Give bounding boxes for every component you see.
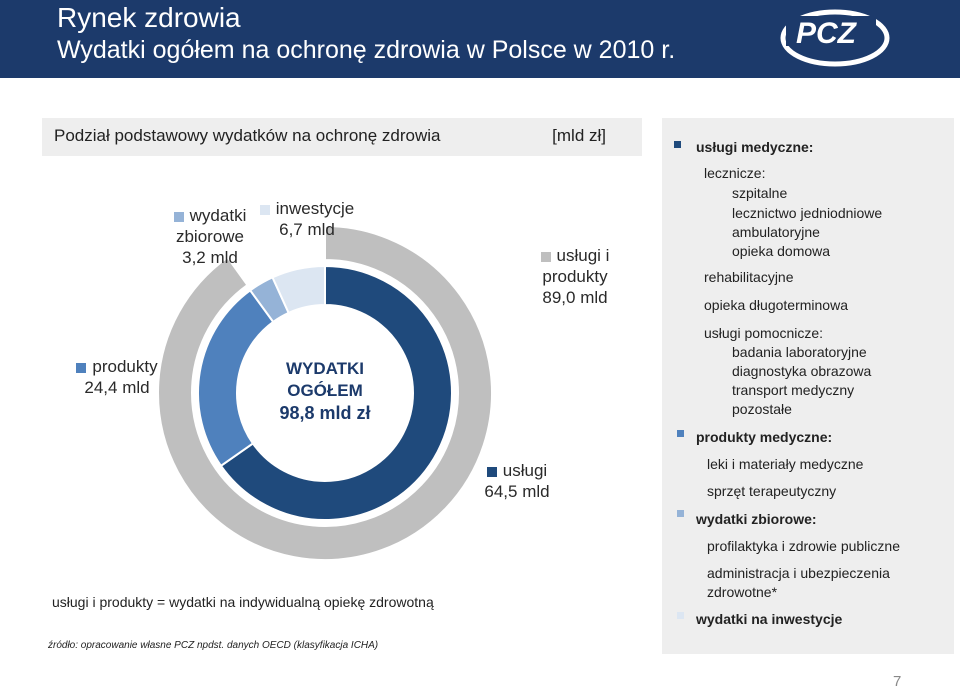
center-line-3: 98,8 mld zł (279, 403, 371, 423)
rp-diagnostyka: diagnostyka obrazowa (732, 363, 872, 379)
page-number: 7 (893, 673, 902, 690)
label-uslugi-produkty-name: usługi i (556, 246, 610, 265)
outer-slice-uslugi-produkty (157, 224, 493, 561)
inner-slice-4 (271, 264, 326, 315)
label-uslugi-produkty: usługi i produkty 89,0 mld (520, 245, 630, 308)
rp-badania: badania laboratoryjne (732, 344, 867, 360)
chart-center-label: WYDATKI OGÓŁEM 98,8 mld zł (250, 358, 400, 424)
inner-slice-1 (219, 264, 453, 521)
rp-pozostale: pozostałe (732, 401, 792, 417)
rp-lecznicze: lecznicze: (704, 165, 766, 181)
center-line-2: OGÓŁEM (287, 381, 363, 400)
label-zbiorowe-value: 3,2 mld (182, 248, 238, 267)
rp-sprzet: sprzęt terapeutyczny (707, 483, 837, 499)
chart-unit: [mld zł] (552, 126, 606, 145)
legend-swatch-inwestycje (259, 204, 270, 215)
label-uslugi-produkty-value: 89,0 mld (542, 288, 608, 307)
legend-swatch-zbiorowe (173, 211, 184, 222)
label-zbiorowe-name: wydatki (189, 206, 247, 225)
rp-uslugi-pomocnicze: usługi pomocnicze: (704, 325, 824, 341)
bullet-wydatki-zbiorowe (677, 510, 684, 517)
label-inwestycje: inwestycje 6,7 mld (252, 198, 362, 240)
label-produkty-name: produkty (92, 357, 158, 376)
center-line-1: WYDATKI (285, 359, 365, 378)
label-produkty: produkty 24,4 mld (62, 356, 172, 398)
chart-header: Podział podstawowy wydatków na ochronę z… (42, 118, 642, 156)
page-subtitle: Wydatki ogółem na ochronę zdrowia w Pols… (57, 36, 676, 64)
rp-profilaktyka: profilaktyka i zdrowie publiczne (707, 538, 900, 554)
legend-swatch-uslugi (486, 466, 497, 477)
rp-produkty-medyczne: produkty medyczne: (696, 429, 833, 445)
rp-administracja-1: administracja i ubezpieczenia (707, 565, 890, 581)
label-uslugi-value: 64,5 mld (484, 482, 550, 501)
rp-lecznictwo-2: ambulatoryjne (732, 224, 820, 240)
chart-title: Podział podstawowy wydatków na ochronę z… (54, 126, 441, 145)
bullet-wydatki-inwestycje (677, 612, 684, 619)
rp-wydatki-zbiorowe: wydatki zbiorowe: (696, 511, 817, 527)
page-title: Rynek zdrowia (57, 2, 241, 33)
rp-opieka-domowa: opieka domowa (732, 243, 831, 259)
logo-text: PCZ (796, 17, 858, 50)
label-uslugi: usługi 64,5 mld (462, 460, 572, 502)
label-inwestycje-value: 6,7 mld (279, 220, 335, 239)
rp-uslugi-medyczne: usługi medyczne: (696, 139, 814, 155)
label-uslugi-name: usługi (502, 461, 548, 480)
label-uslugi-produkty-name2: produkty (542, 267, 608, 286)
bullet-produkty-medyczne (677, 430, 684, 437)
label-produkty-value: 24,4 mld (84, 378, 150, 397)
rp-administracja-2: zdrowotne* (707, 584, 778, 600)
rp-transport: transport medyczny (732, 382, 855, 398)
label-zbiorowe-name2: zbiorowe (175, 227, 245, 246)
rp-szpitalne: szpitalne (732, 185, 788, 201)
header-bar: Rynek zdrowia Wydatki ogółem na ochronę … (0, 0, 960, 78)
rp-lecznictwo-1: lecznictwo jedniodniowe (732, 205, 883, 221)
footnote: usługi i produkty = wydatki na indywidua… (52, 594, 434, 610)
right-panel: usługi medyczne: lecznicze: szpitalne le… (662, 118, 954, 654)
legend-swatch-produkty (76, 362, 87, 373)
pcz-logo: PCZ (780, 9, 890, 67)
source-note: źródło: opracowanie własne PCZ npdst. da… (48, 640, 379, 651)
rp-wydatki-inwestycje: wydatki na inwestycje (696, 611, 843, 627)
bullet-uslugi-medyczne (674, 141, 681, 148)
label-zbiorowe: wydatki zbiorowe 3,2 mld (160, 205, 260, 268)
rp-opieka-dlugoterminowa: opieka długoterminowa (704, 297, 848, 313)
legend-swatch-uslugi-produkty (540, 251, 551, 262)
rp-leki: leki i materiały medyczne (707, 456, 864, 472)
donut-chart (157, 224, 493, 561)
rp-rehabilitacyjne: rehabilitacyjne (704, 269, 794, 285)
label-inwestycje-name: inwestycje (275, 199, 355, 218)
